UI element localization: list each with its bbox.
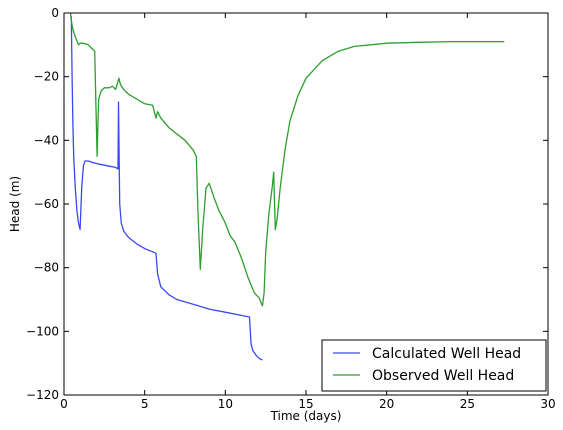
y-tick-label: −60 <box>34 197 59 211</box>
x-tick-label: 15 <box>298 397 313 411</box>
legend-box <box>321 339 547 392</box>
y-axis-label: Head (m) <box>8 176 22 232</box>
x-tick-label: 30 <box>540 397 555 411</box>
plot-lines <box>69 12 505 361</box>
y-tick-label: 0 <box>51 6 59 20</box>
series-line-observed <box>69 12 505 307</box>
x-tick-label: 20 <box>379 397 394 411</box>
y-tick-label: −120 <box>26 388 59 402</box>
y-tick-label: −40 <box>34 133 59 147</box>
legend: Calculated Well Head Observed Well Head <box>321 339 547 392</box>
y-tick-label: −80 <box>34 261 59 275</box>
y-tick-label: −100 <box>26 324 59 338</box>
x-axis-label: Time (days) <box>270 409 342 423</box>
series-line-calculated <box>70 16 263 361</box>
x-tick-label: 25 <box>460 397 475 411</box>
x-tick-label: 5 <box>141 397 149 411</box>
y-tick-label: −20 <box>34 70 59 84</box>
x-tick-label: 10 <box>218 397 233 411</box>
axis-ticks: 0 5 10 15 20 25 30 0 −20 −40 −60 −80 −100 −120 <box>26 6 556 411</box>
legend-label-observed: Observed Well Head <box>372 368 514 384</box>
x-tick-label: 0 <box>60 397 68 411</box>
legend-label-calculated: Calculated Well Head <box>372 346 521 362</box>
plot-frame <box>63 12 549 396</box>
